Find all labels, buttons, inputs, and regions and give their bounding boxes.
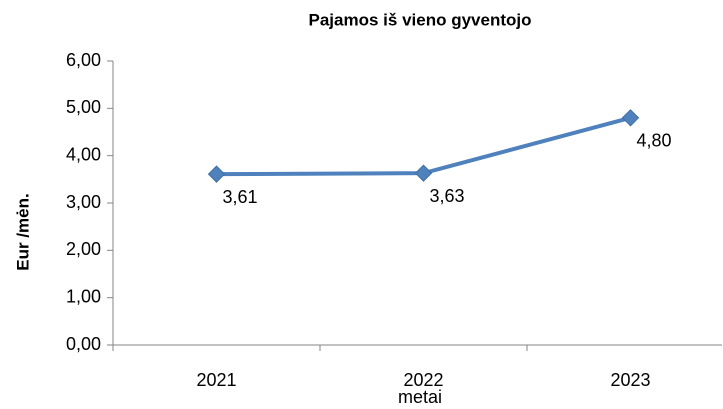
y-tick-label: 3,00 (66, 192, 101, 212)
data-label: 3,63 (430, 186, 465, 206)
data-label: 3,61 (223, 187, 258, 207)
y-tick-label: 4,00 (66, 144, 101, 164)
x-tick-label: 2022 (403, 370, 443, 390)
y-tick-label: 5,00 (66, 97, 101, 117)
y-tick-label: 1,00 (66, 286, 101, 306)
x-axis-label: metai (398, 387, 442, 407)
x-tick-label: 2021 (196, 370, 236, 390)
y-axis-label: Eur /mėn. (13, 193, 32, 270)
y-tick-label: 0,00 (66, 334, 101, 354)
marker (621, 109, 640, 127)
chart-title: Pajamos iš vieno gyventojo (309, 10, 532, 29)
marker (207, 165, 226, 183)
marker (414, 164, 433, 182)
y-tick-label: 2,00 (66, 239, 101, 259)
data-label: 4,80 (637, 131, 672, 151)
y-tick-label: 6,00 (66, 50, 101, 70)
x-tick-label: 2023 (610, 370, 650, 390)
